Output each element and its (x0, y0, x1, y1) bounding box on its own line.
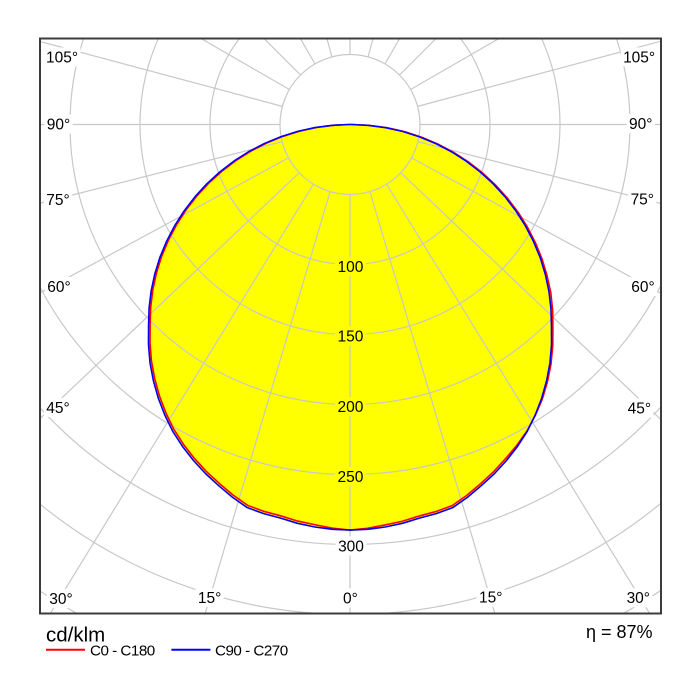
svg-text:30°: 30° (49, 591, 72, 608)
svg-text:30°: 30° (627, 590, 650, 607)
svg-text:C90 - C270: C90 - C270 (215, 643, 288, 660)
svg-text:0°: 0° (343, 590, 358, 607)
svg-text:60°: 60° (631, 279, 654, 296)
svg-text:75°: 75° (46, 192, 69, 209)
svg-text:200: 200 (337, 399, 363, 416)
svg-text:C0 - C180: C0 - C180 (90, 643, 155, 660)
svg-text:300: 300 (338, 538, 364, 555)
svg-text:90°: 90° (47, 117, 70, 134)
svg-text:15°: 15° (479, 590, 502, 607)
svg-text:75°: 75° (631, 192, 654, 209)
svg-text:cd/klm: cd/klm (46, 624, 105, 647)
svg-text:η = 87%: η = 87% (586, 622, 653, 642)
svg-text:45°: 45° (628, 400, 651, 417)
svg-text:150: 150 (337, 328, 363, 345)
svg-text:90°: 90° (629, 116, 652, 133)
svg-text:105°: 105° (46, 49, 78, 66)
svg-text:250: 250 (337, 469, 363, 486)
svg-text:45°: 45° (46, 400, 69, 417)
svg-text:15°: 15° (198, 590, 221, 607)
svg-text:105°: 105° (623, 49, 655, 66)
svg-text:60°: 60° (47, 279, 70, 296)
svg-text:100: 100 (337, 259, 363, 276)
